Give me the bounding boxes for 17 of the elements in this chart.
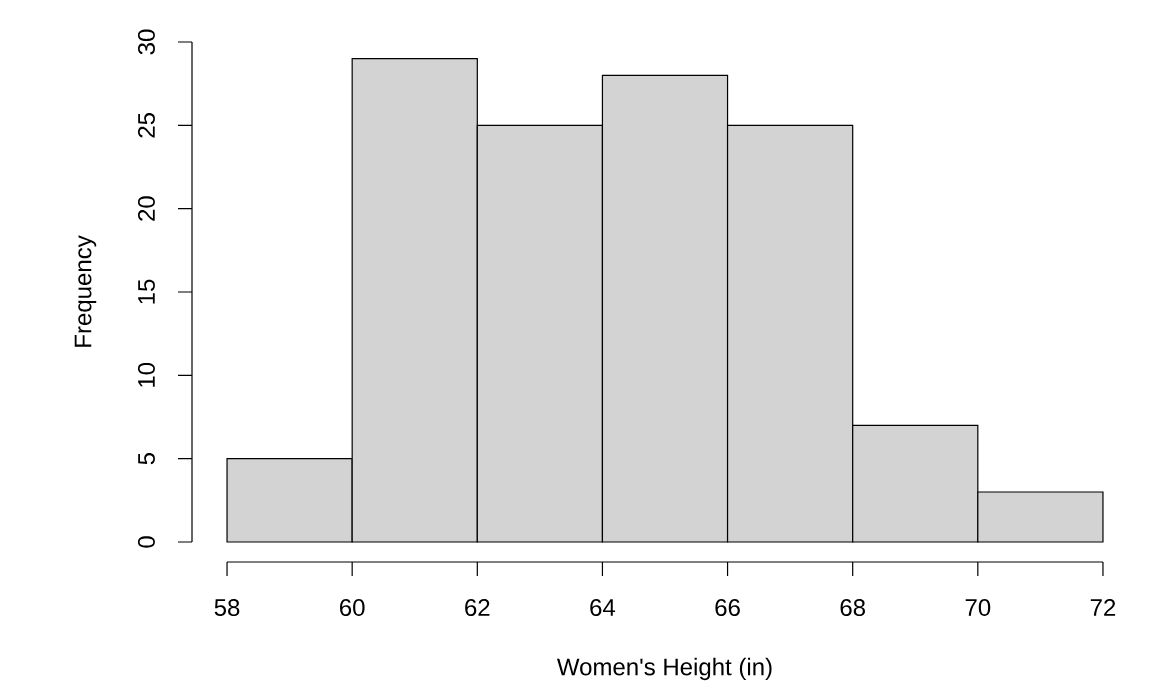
x-tick-label: 64 (590, 599, 616, 617)
x-axis-title: Women's Height (in) (556, 657, 772, 681)
x-tick-label: 70 (965, 599, 991, 617)
x-tick-label: 62 (465, 599, 490, 617)
y-tick-label: 10 (137, 362, 155, 387)
x-tick-label: 72 (1090, 599, 1116, 616)
y-tick-label: 5 (138, 453, 155, 465)
y-tick-label: 25 (137, 113, 155, 138)
x-tick-label: 66 (715, 599, 740, 617)
x-tick-label: 68 (840, 599, 865, 617)
y-tick-label: 20 (137, 196, 155, 221)
x-tick-label: 58 (214, 599, 240, 617)
x-tick-label: 60 (340, 599, 365, 617)
y-tick-label: 15 (138, 279, 155, 304)
y-tick-label: 30 (137, 29, 155, 55)
y-tick-label: 0 (137, 536, 155, 548)
y-axis-title: Frequency (74, 235, 97, 347)
